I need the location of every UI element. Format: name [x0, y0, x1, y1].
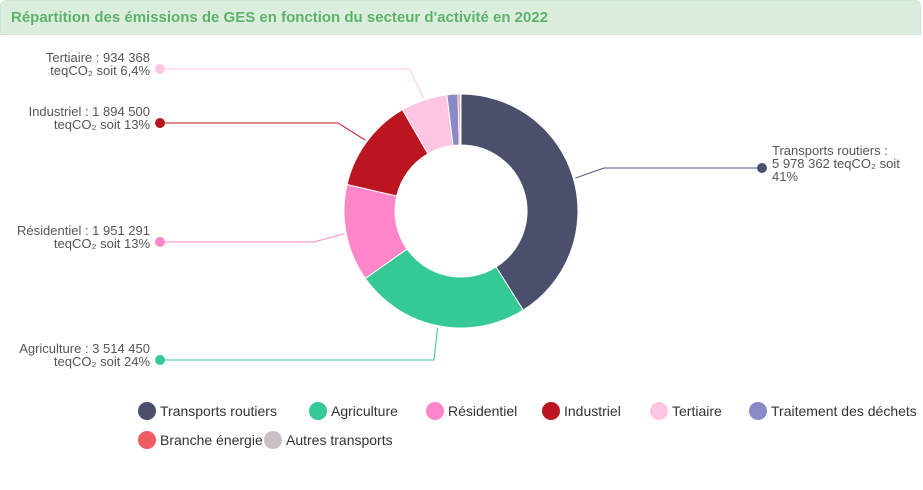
legend-swatch — [264, 431, 282, 449]
data-label: 41% — [772, 169, 798, 184]
connector-line — [160, 233, 345, 243]
legend-label: Traitement des déchets — [771, 403, 917, 419]
legend-swatch — [749, 402, 767, 420]
data-label: Tertiaire : 934 368 — [46, 50, 150, 65]
legend-swatch — [650, 402, 668, 420]
data-label: 5 978 362 teqCO₂ soit — [772, 156, 900, 171]
legend-swatch — [542, 402, 560, 420]
data-label: teqCO₂ soit 6,4% — [50, 63, 150, 78]
legend-label: Autres transports — [286, 432, 393, 448]
chart-title: Répartition des émissions de GES en fonc… — [11, 9, 549, 26]
legend-item-industriel[interactable]: Industriel — [542, 402, 621, 420]
label-dot — [155, 64, 165, 74]
legend-label: Agriculture — [331, 403, 398, 419]
legend-swatch — [138, 431, 156, 449]
legend-label: Branche énergie — [160, 432, 263, 448]
connector-line — [160, 327, 439, 361]
connector-line — [160, 68, 424, 99]
legend-swatch — [309, 402, 327, 420]
label-dot — [155, 118, 165, 128]
legend-label: Tertiaire — [672, 403, 722, 419]
data-label: Transports routiers : — [772, 143, 888, 158]
legend-item-r-sidentiel[interactable]: Résidentiel — [426, 402, 517, 420]
data-label: teqCO₂ soit 24% — [54, 354, 151, 369]
legend-item-branche-nergie[interactable]: Branche énergie — [138, 431, 263, 449]
legend-item-autres-transports[interactable]: Autres transports — [264, 431, 393, 449]
slice-autres-transports[interactable] — [459, 93, 462, 146]
data-label: Agriculture : 3 514 450 — [19, 341, 150, 356]
connector-line — [575, 167, 762, 179]
legend-item-agriculture[interactable]: Agriculture — [309, 402, 398, 420]
label-dot — [155, 237, 165, 247]
legend-label: Industriel — [564, 403, 621, 419]
data-label: Résidentiel : 1 951 291 — [17, 223, 150, 238]
legend-item-transports-routiers[interactable]: Transports routiers — [138, 402, 277, 420]
data-label: Industriel : 1 894 500 — [29, 104, 150, 119]
legend-item-traitement-des-d-chets[interactable]: Traitement des déchets — [749, 402, 917, 420]
legend-item-tertiaire[interactable]: Tertiaire — [650, 402, 722, 420]
legend-label: Résidentiel — [448, 403, 518, 419]
connector-line — [160, 122, 366, 141]
slice-transports-routiers[interactable] — [460, 93, 579, 311]
label-dot — [155, 355, 165, 365]
legend-swatch — [138, 402, 156, 420]
label-dot — [757, 163, 767, 173]
slice-agriculture[interactable] — [364, 248, 524, 329]
data-label: teqCO₂ soit 13% — [54, 236, 151, 251]
legend-label: Transports routiers — [160, 403, 277, 419]
data-label: teqCO₂ soit 13% — [54, 117, 151, 132]
chart-header: Répartition des émissions de GES en fonc… — [0, 0, 921, 35]
legend-swatch — [426, 402, 444, 420]
